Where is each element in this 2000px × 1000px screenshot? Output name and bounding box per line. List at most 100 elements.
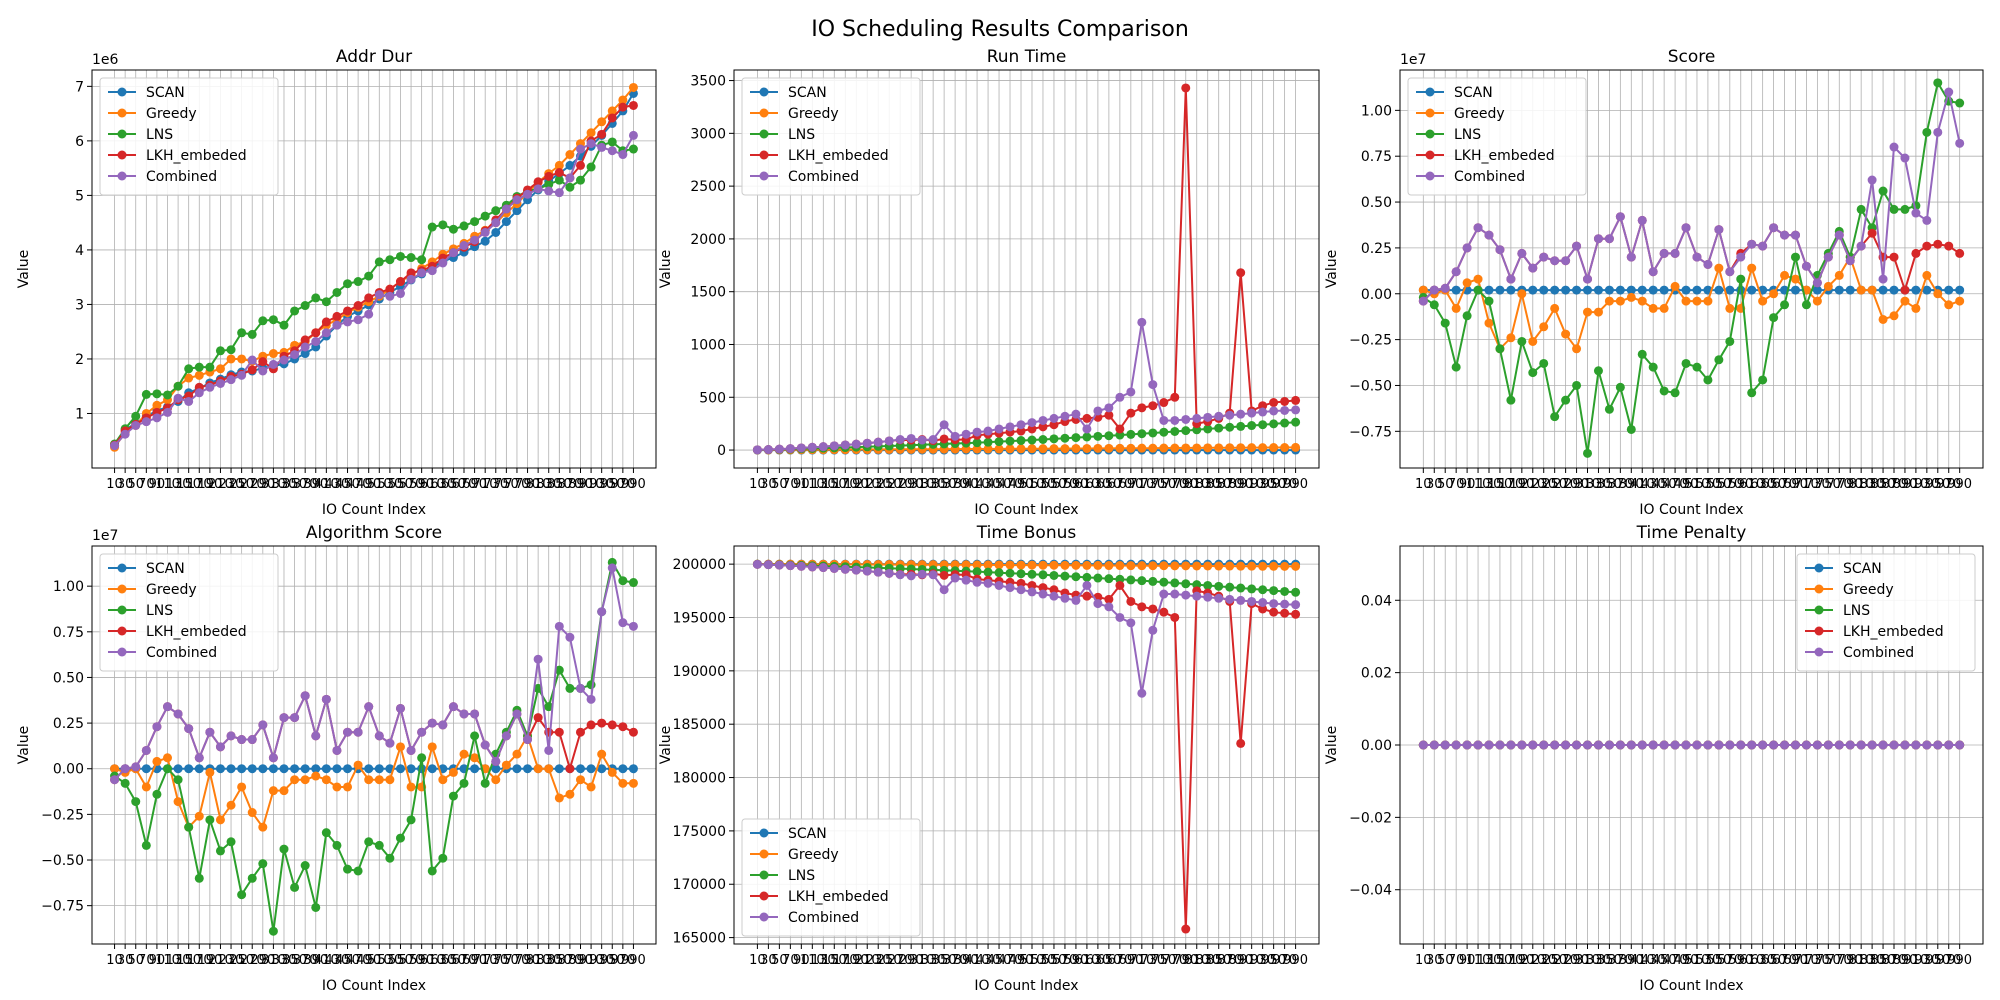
data-point-Greedy (1115, 443, 1125, 453)
x-tick-label: 210 (1520, 477, 1545, 492)
data-point-Combined (1170, 589, 1180, 599)
x-tick-label: 450 (335, 953, 360, 968)
data-point-Greedy (1583, 307, 1593, 317)
data-point-LKH_embeded (332, 311, 342, 321)
data-point-Combined (1473, 223, 1483, 233)
data-point-LKH_embeded (554, 727, 564, 737)
x-tick-label: 50 (771, 477, 788, 492)
x-tick-label: 710 (1794, 477, 1819, 492)
data-point-LNS (1236, 421, 1246, 431)
data-point-Greedy (1648, 303, 1658, 313)
data-point-Combined (184, 396, 194, 406)
axes-frame (91, 69, 657, 469)
data-point-Greedy (300, 775, 310, 785)
data-point-Greedy (311, 771, 321, 781)
data-point-LKH_embeded (395, 277, 405, 287)
data-point-LNS (1517, 336, 1527, 346)
data-point-Combined (448, 702, 458, 712)
x-tick-label: 890 (568, 477, 593, 492)
data-point-LKH_embeded (586, 720, 596, 730)
data-point-Combined (1845, 740, 1855, 750)
legend-label: LNS (788, 868, 815, 884)
x-tick-label: 210 (208, 953, 233, 968)
data-point-LKH_embeded (1126, 408, 1136, 418)
data-point-LKH_embeded (575, 727, 585, 737)
y-tick-label: 0.00 (1361, 738, 1392, 754)
data-point-Greedy (628, 82, 638, 92)
data-point-SCAN (237, 764, 247, 774)
x-tick-label: 290 (1564, 477, 1589, 492)
data-point-Combined (385, 291, 395, 301)
legend-label: SCAN (1843, 561, 1882, 577)
x-tick-label: 550 (1706, 477, 1731, 492)
data-point-LNS (1889, 204, 1899, 214)
data-point-Combined (807, 562, 817, 572)
data-point-Combined (917, 569, 927, 579)
data-point-LNS (194, 362, 204, 372)
data-point-Combined (1856, 241, 1866, 251)
legend-marker-SCAN (1814, 563, 1824, 573)
data-point-Combined (205, 727, 215, 737)
data-point-Greedy (1834, 270, 1844, 280)
axes-frame (1399, 69, 1984, 469)
data-point-Greedy (1812, 296, 1822, 306)
data-point-Combined (1747, 239, 1757, 249)
x-tick-label: 530 (1031, 953, 1056, 968)
data-point-Combined (1484, 740, 1494, 750)
legend-marker-Greedy (1814, 584, 1824, 594)
data-point-LNS (1093, 431, 1103, 441)
legend-label: LKH_embeded (788, 148, 889, 164)
data-point-Combined (163, 702, 173, 712)
x-tick-label: 810 (526, 477, 551, 492)
legend-box (741, 77, 921, 196)
data-point-LNS (364, 837, 374, 847)
data-point-Greedy (1604, 296, 1614, 306)
legend-box (1796, 553, 1976, 672)
legend-marker-LNS (759, 129, 769, 139)
x-tick-label: 710 (1129, 953, 1154, 968)
x-tick-label: 590 (1728, 953, 1753, 968)
data-point-Combined (1637, 740, 1647, 750)
data-point-SCAN (1550, 285, 1560, 295)
data-point-Greedy (1126, 561, 1136, 571)
x-tick-label: 850 (1871, 477, 1896, 492)
legend-marker-SCAN (1425, 87, 1435, 97)
data-point-LNS (438, 220, 448, 230)
legend-marker-Greedy (117, 584, 127, 594)
data-point-SCAN (395, 764, 405, 774)
x-tick-label: 710 (473, 953, 498, 968)
x-tick-label: 530 (1031, 477, 1056, 492)
axes-frame (91, 545, 657, 945)
data-point-LNS (247, 873, 257, 883)
data-point-Greedy (1159, 561, 1169, 571)
legend: SCAN Greedy LNS LKH_embeded Combined (99, 553, 279, 672)
x-tick-label: 770 (1162, 477, 1187, 492)
x-tick-label: 750 (1816, 477, 1841, 492)
x-tick-label: 410 (314, 953, 339, 968)
data-point-LKH_embeded (1269, 398, 1279, 408)
y-tick-label: 165000 (673, 931, 726, 947)
legend-label: SCAN (146, 561, 185, 577)
data-point-Combined (1082, 424, 1092, 434)
data-point-Combined (501, 204, 511, 214)
data-point-Greedy (1104, 561, 1114, 571)
x-tick-label: 530 (1696, 953, 1721, 968)
x-tick-label: 630 (430, 477, 455, 492)
x-tick-label: 10 (749, 953, 766, 968)
data-point-Combined (1550, 256, 1560, 266)
data-point-Combined (1681, 223, 1691, 233)
data-point-Greedy (1214, 561, 1224, 571)
data-point-LNS (1280, 418, 1290, 428)
data-point-LNS (1192, 580, 1202, 590)
data-point-Combined (1280, 405, 1290, 415)
data-point-Combined (961, 429, 971, 439)
data-point-Combined (141, 745, 151, 755)
data-point-LNS (258, 859, 268, 869)
x-tick-label: 830 (536, 953, 561, 968)
x-tick-label: 250 (1542, 477, 1567, 492)
data-point-LNS (1027, 435, 1037, 445)
data-point-Combined (1889, 142, 1899, 152)
data-point-Combined (1451, 267, 1461, 277)
x-tick-label: 170 (187, 477, 212, 492)
data-point-Combined (1016, 585, 1026, 595)
